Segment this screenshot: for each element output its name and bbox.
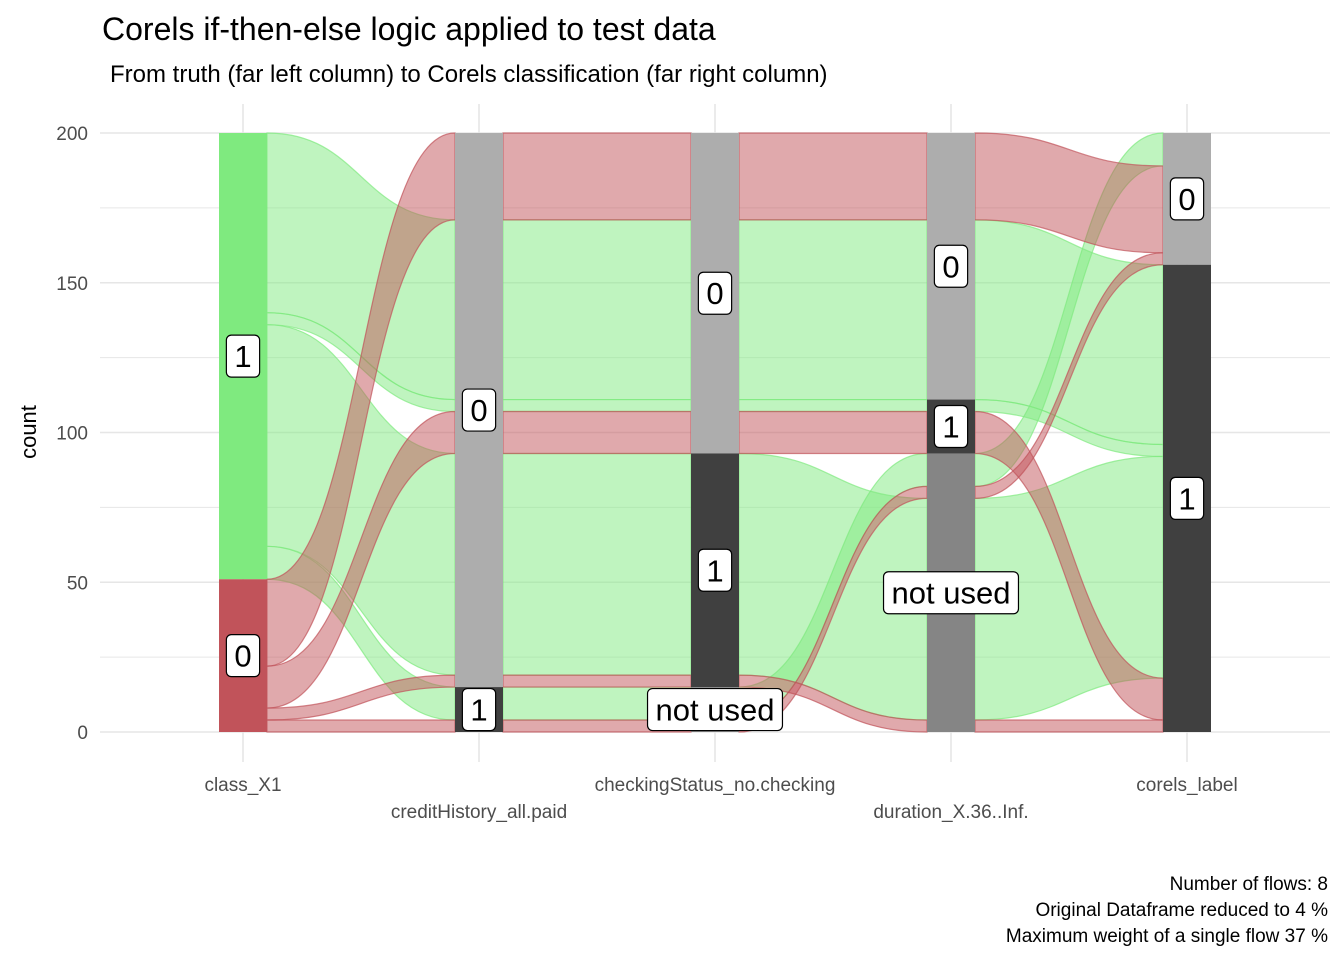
- flow-band: [738, 410, 928, 455]
- stratum-label-text: 1: [942, 410, 959, 445]
- chart-title: Corels if-then-else logic applied to tes…: [102, 11, 716, 47]
- stratum-label: 1: [461, 687, 497, 732]
- flow-band: [502, 219, 692, 401]
- stratum-label: 0: [461, 388, 497, 432]
- x-tick-label: class_X1: [204, 775, 281, 796]
- flow-band: [266, 719, 456, 733]
- flow-band: [502, 398, 692, 413]
- y-tick-label: 200: [56, 124, 88, 145]
- chart-subtitle: From truth (far left column) to Corels c…: [110, 61, 828, 88]
- caption-line: Maximum weight of a single flow 37 %: [1006, 926, 1328, 947]
- stratum-label: 0: [1169, 177, 1205, 221]
- y-axis-label: count: [16, 405, 41, 459]
- caption-line: Number of flows: 8: [1170, 874, 1328, 895]
- stratum-label: not used: [882, 571, 1020, 615]
- label-box: [461, 388, 497, 432]
- x-tick-label: corels_label: [1136, 775, 1237, 796]
- flows-layer: [266, 132, 1164, 733]
- stratum-label-text: 0: [470, 393, 487, 428]
- label-box: [1169, 177, 1205, 221]
- stratum-label: 0: [933, 244, 969, 288]
- x-tick-label: duration_X.36..Inf.: [873, 802, 1028, 823]
- label-box: [933, 244, 969, 288]
- label-box: [1169, 476, 1205, 520]
- label-box: [461, 687, 497, 732]
- label-box: [697, 548, 733, 592]
- stratum-labels-layer: 1 0 0 1 0 1 not used 0 1 not used 0 1: [225, 177, 1205, 732]
- stratum-label: 1: [1169, 476, 1205, 520]
- stratum-label-text: 1: [234, 339, 251, 374]
- stratum-label: 0: [225, 634, 261, 678]
- stratum-label: not used: [646, 687, 784, 732]
- stratum-label-text: not used: [656, 693, 775, 728]
- stratum-label-text: 0: [1178, 182, 1195, 217]
- stratum-label-text: 0: [706, 276, 723, 311]
- label-box: [225, 334, 261, 378]
- y-tick-label: 0: [77, 723, 88, 744]
- flow-band: [502, 410, 692, 455]
- stratum-label-text: 0: [942, 249, 959, 284]
- flow-band: [738, 219, 928, 401]
- stratum-label: 1: [225, 334, 261, 378]
- x-tick-label: checkingStatus_no.checking: [595, 775, 836, 796]
- label-box: [882, 571, 1020, 615]
- stratum-label: 0: [697, 271, 733, 315]
- y-tick-label: 100: [56, 424, 88, 445]
- caption-line: Original Dataframe reduced to 4 %: [1035, 900, 1328, 921]
- stratum-label: 1: [697, 548, 733, 592]
- axes-layer: 050100150200class_X1creditHistory_all.pa…: [56, 124, 1237, 823]
- x-tick-label: creditHistory_all.paid: [391, 802, 567, 823]
- y-tick-label: 150: [56, 274, 88, 295]
- label-box: [225, 634, 261, 678]
- label-box: [697, 271, 733, 315]
- flow-band: [502, 132, 692, 221]
- flow-band: [502, 674, 692, 688]
- stratum-label: 1: [933, 404, 969, 449]
- label-box: [646, 687, 784, 732]
- stratum-label-text: 1: [1178, 481, 1195, 516]
- stratum-label-text: not used: [892, 576, 1011, 611]
- flow-band: [974, 719, 1164, 733]
- flow-band: [502, 452, 692, 676]
- flow-band: [738, 398, 928, 413]
- stratum-label-text: 1: [470, 693, 487, 728]
- stratum-label-text: 1: [706, 553, 723, 588]
- stratum-label-text: 0: [234, 639, 251, 674]
- flow-band: [738, 132, 928, 221]
- y-tick-label: 50: [67, 573, 88, 594]
- label-box: [933, 404, 969, 449]
